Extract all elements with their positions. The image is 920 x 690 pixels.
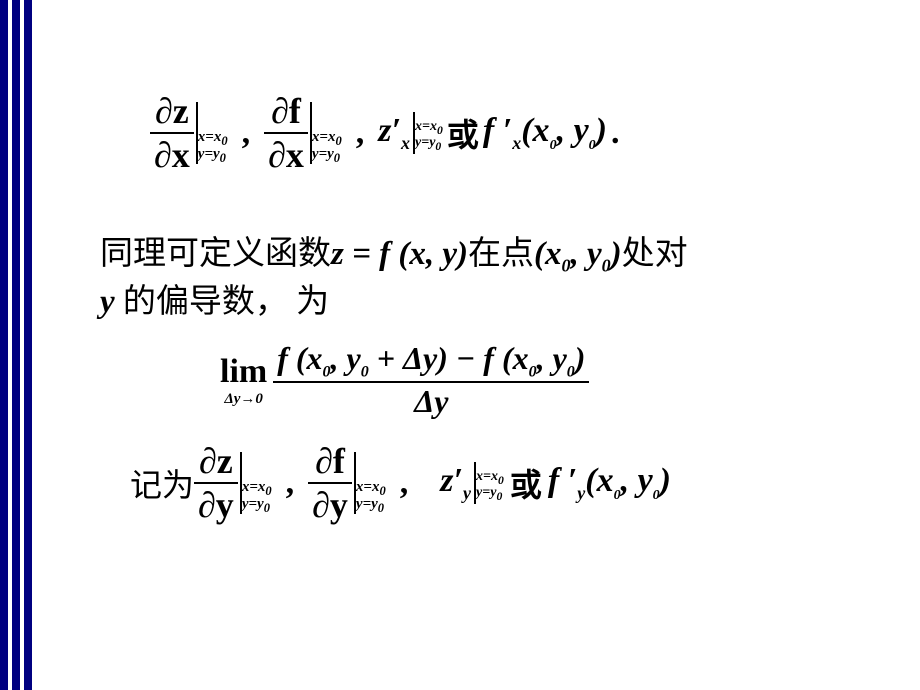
zprime-y: z′y x=x0 y=y0 xyxy=(440,462,504,504)
fprime-x-expr: f ′x(x0, y0) xyxy=(483,112,607,154)
notation-row-x: ∂z ∂x x=x0 y=y0 , ∂f ∂x x=x0 y=y0 , z′x … xyxy=(150,90,880,176)
side-stripes xyxy=(0,0,40,690)
eval-point: x=x0 y=y0 xyxy=(356,480,386,515)
dz-dy-fraction: ∂z ∂y xyxy=(194,440,238,526)
slide-content: ∂z ∂x x=x0 y=y0 , ∂f ∂x x=x0 y=y0 , z′x … xyxy=(80,90,880,526)
or-text: 或 xyxy=(447,110,479,156)
separator: , xyxy=(356,114,365,152)
limit-operator: lim Δy→0 xyxy=(220,353,267,408)
separator: , xyxy=(286,464,295,502)
separator: , xyxy=(242,114,251,152)
limit-fraction: f (x0, y0 + Δy) − f (x0, y0) Δy xyxy=(273,340,589,420)
limit-definition: lim Δy→0 f (x0, y0 + Δy) − f (x0, y0) Δy xyxy=(220,340,880,420)
eval-point: x=x0 y=y0 xyxy=(312,130,342,165)
period: . xyxy=(611,114,620,152)
df-dx-fraction: ∂f ∂x xyxy=(264,90,308,176)
zprime-x: z′x x=x0 y=y0 xyxy=(378,112,443,154)
fprime-y-expr: f ′y(x0, y0) xyxy=(548,462,671,504)
dz-dx-fraction: ∂z ∂x xyxy=(150,90,194,176)
definition-text: 同理可定义函数z = f (x, y)在点(x0, y0)处对 y 的偏导数， … xyxy=(100,231,880,325)
separator: , xyxy=(400,464,409,502)
df-dy-fraction: ∂f ∂y xyxy=(308,440,352,526)
eval-point: x=x0 y=y0 xyxy=(242,480,272,515)
or-text: 或 xyxy=(510,460,542,506)
denoted-as: 记为 xyxy=(130,460,194,506)
notation-row-y: 记为 ∂z ∂y x=x0 y=y0 , ∂f ∂y x=x0 y=y0 , z… xyxy=(130,440,880,526)
eval-point: x=x0 y=y0 xyxy=(198,130,228,165)
